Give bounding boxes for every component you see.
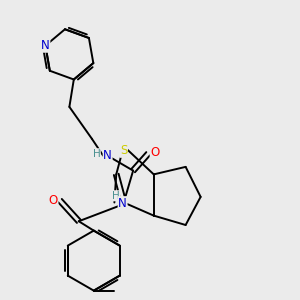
Text: S: S xyxy=(120,144,127,157)
Text: O: O xyxy=(150,146,160,159)
Text: N: N xyxy=(118,197,127,210)
Text: N: N xyxy=(41,39,50,52)
Text: H: H xyxy=(92,149,100,159)
Text: H: H xyxy=(112,191,120,201)
Text: N: N xyxy=(103,149,112,162)
Text: O: O xyxy=(49,194,58,207)
